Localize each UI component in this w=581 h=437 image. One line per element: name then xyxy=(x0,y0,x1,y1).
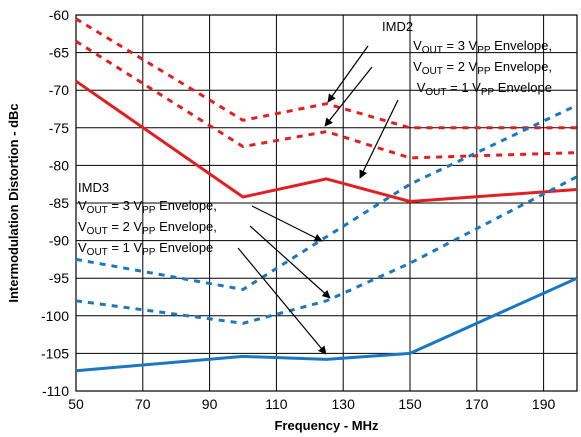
imd3-label-0-post: Envelope, xyxy=(155,198,216,213)
imd2-label-1-pre: V xyxy=(413,59,422,74)
series-line-0 xyxy=(75,17,577,130)
imd3-label-0: VOUT = 3 VPP Envelope, xyxy=(78,198,217,216)
imd3-label-2-mid: = 1 V xyxy=(108,240,143,255)
imd2-label-0-sub2: PP xyxy=(477,45,491,56)
x-tick-label: 110 xyxy=(265,396,288,412)
imd3-label-2-sub2: PP xyxy=(142,247,156,258)
y-tick-label: -70 xyxy=(49,82,69,98)
imd2-label-2-sub2: PP xyxy=(481,87,495,98)
x-tick-label: 50 xyxy=(68,396,84,412)
x-tick-label: 70 xyxy=(135,396,151,412)
series-line-4 xyxy=(75,175,578,325)
y-tick-label: -60 xyxy=(49,7,69,23)
y-tick-label: -85 xyxy=(49,195,69,211)
imd2-label-2-sub1: OUT xyxy=(425,87,446,98)
imd3-arrow-1 xyxy=(249,225,331,299)
plot-frame xyxy=(75,14,578,392)
imd2-arrow-1 xyxy=(324,66,373,127)
y-tick-label: -105 xyxy=(41,345,69,361)
y-tick-label: -100 xyxy=(41,308,69,324)
x-axis-title: Frequency - MHz xyxy=(274,418,379,433)
imd3-label-1: VOUT = 2 VPP Envelope, xyxy=(78,219,217,237)
y-tick-label: -80 xyxy=(49,157,69,173)
series-line-1 xyxy=(75,40,578,160)
imd3-label-0-pre: V xyxy=(78,198,87,213)
imd3-label-1-post: Envelope, xyxy=(155,219,216,234)
imd2-label-1-sub2: PP xyxy=(477,66,491,77)
x-tick-label: 130 xyxy=(332,396,356,412)
imd2-label-0-pre: V xyxy=(413,38,422,53)
imd3-arrow-0 xyxy=(251,205,323,242)
y-tick-label: -95 xyxy=(49,270,69,286)
y-tick-label: -90 xyxy=(49,233,69,249)
imd3-label-1-pre: V xyxy=(78,219,87,234)
imd3-label-0-mid: = 3 V xyxy=(108,198,143,213)
imd2-label-2-pre: V xyxy=(417,80,426,95)
imd3-label-2: VOUT = 1 VPP Envelope xyxy=(78,240,213,258)
series-line-3 xyxy=(75,103,578,291)
imd2-label-1-mid: = 2 V xyxy=(443,59,478,74)
imd3-label-2-pre: V xyxy=(78,240,87,255)
imd2-arrow-0 xyxy=(327,45,369,103)
data-series xyxy=(75,17,578,373)
y-tick-label: -110 xyxy=(42,383,69,399)
imd2-arrow-2 xyxy=(359,99,399,179)
imd2-label-1: VOUT = 2 VPP Envelope, xyxy=(413,59,552,77)
x-tick-label: 150 xyxy=(398,396,422,412)
imd3-label-1-sub2: PP xyxy=(142,226,156,237)
imd2-label-2-mid: = 1 V xyxy=(447,80,482,95)
imd3-label-2-post: Envelope xyxy=(155,240,213,255)
imd2-label-0-mid: = 3 V xyxy=(443,38,478,53)
imd3-label-0-sub1: OUT xyxy=(87,205,108,216)
imd3-label-1-sub1: OUT xyxy=(87,226,108,237)
imd2-label-0: VOUT = 3 VPP Envelope, xyxy=(413,38,552,56)
imd3-heading: IMD3 xyxy=(78,180,109,195)
tick-labels: 50 70 90 110 130 150 170 190 -60 -65 -70 -75 -80 -85 -… xyxy=(41,7,556,412)
imd2-label-0-post: Envelope, xyxy=(491,38,552,53)
y-axis-title: Intermodulation Distortion - dBc xyxy=(6,103,21,302)
series-line-5 xyxy=(75,276,578,373)
imd3-label-1-mid: = 2 V xyxy=(108,219,143,234)
series-line-2 xyxy=(75,79,578,203)
x-tick-label: 170 xyxy=(465,396,489,412)
imd3-label-0-sub2: PP xyxy=(142,205,156,216)
y-tick-label: -65 xyxy=(49,45,69,61)
imd2-label-2-post: Envelope xyxy=(494,80,552,95)
imd2-label-1-post: Envelope, xyxy=(491,59,552,74)
y-tick-label: -75 xyxy=(49,120,69,136)
x-tick-label: 190 xyxy=(532,396,556,412)
imd2-label-0-sub1: OUT xyxy=(422,45,443,56)
imd3-arrow-2 xyxy=(237,247,327,355)
imd2-heading: IMD2 xyxy=(382,19,413,34)
imd3-label-2-sub1: OUT xyxy=(87,247,108,258)
x-tick-label: 90 xyxy=(202,396,218,412)
imd2-label-1-sub1: OUT xyxy=(422,66,443,77)
imd2-label-2: VOUT = 1 VPP Envelope xyxy=(417,80,552,98)
